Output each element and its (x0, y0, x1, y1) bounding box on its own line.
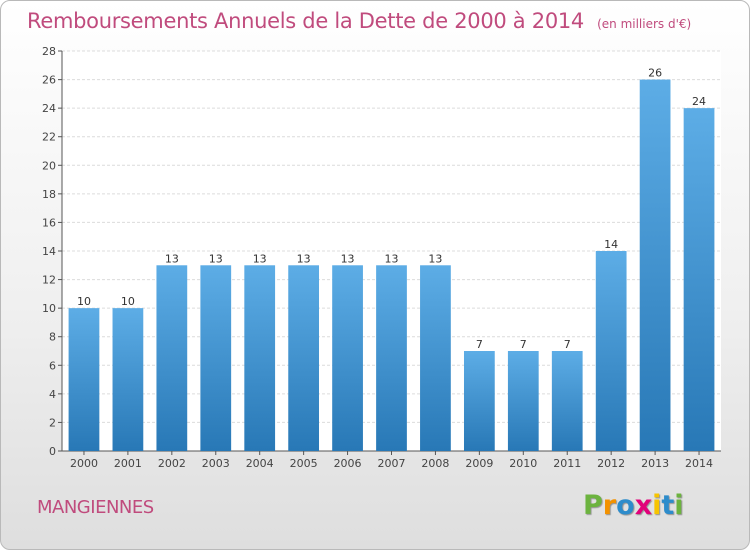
bar (463, 351, 495, 451)
bar (376, 265, 407, 451)
bar-value-label: 7 (476, 338, 483, 351)
x-tick-label: 2009 (465, 457, 493, 470)
x-tick-label: 2013 (641, 457, 669, 470)
x-tick-label: 2004 (246, 457, 274, 470)
bar (68, 308, 100, 451)
x-tick-label: 2002 (158, 457, 186, 470)
bar-value-label: 13 (385, 252, 399, 265)
logo-letter: P (583, 490, 603, 521)
bar-value-label: 13 (253, 252, 267, 265)
y-tick-label: 24 (42, 102, 56, 115)
chart-unit-note: (en milliers d'€) (597, 17, 692, 31)
bar-value-label: 10 (77, 295, 91, 308)
bar (200, 265, 232, 451)
y-tick-label: 22 (42, 131, 56, 144)
y-tick-label: 14 (42, 245, 56, 258)
logo-letter: o (616, 490, 635, 521)
y-tick-label: 26 (42, 74, 56, 87)
x-tick-label: 2005 (290, 457, 318, 470)
y-tick-label: 2 (49, 416, 56, 429)
bar-value-label: 13 (341, 252, 355, 265)
logo-letter: t (661, 490, 675, 521)
x-tick-label: 2001 (114, 457, 142, 470)
x-tick-label: 2006 (334, 457, 362, 470)
bar (551, 351, 583, 451)
chart-title-block: Remboursements Annuels de la Dette de 20… (27, 9, 691, 33)
bar-value-label: 13 (165, 252, 179, 265)
bar-value-label: 13 (297, 252, 311, 265)
x-tick-label: 2008 (421, 457, 449, 470)
proxiti-logo: Proxiti (583, 490, 684, 521)
y-tick-label: 8 (49, 331, 56, 344)
y-tick-label: 16 (42, 216, 56, 229)
bar-value-label: 13 (209, 252, 223, 265)
bar-value-label: 26 (648, 67, 662, 80)
x-tick-label: 2014 (685, 457, 713, 470)
bar (683, 108, 715, 452)
bar-value-label: 10 (121, 295, 135, 308)
city-name: MANGIENNES (37, 497, 154, 518)
bar (507, 351, 539, 451)
x-tick-label: 2010 (509, 457, 537, 470)
logo-letter: r (602, 490, 617, 521)
x-tick-label: 2011 (553, 457, 581, 470)
bar-value-label: 24 (692, 95, 706, 108)
y-tick-label: 20 (42, 159, 56, 172)
y-tick-label: 18 (42, 188, 56, 201)
bar (156, 265, 188, 451)
x-tick-label: 2000 (70, 457, 98, 470)
y-tick-label: 0 (49, 445, 56, 458)
bar (595, 251, 627, 451)
logo-letter: i (674, 490, 684, 521)
bar (288, 265, 320, 451)
bar (639, 79, 671, 452)
chart-title: Remboursements Annuels de la Dette de 20… (27, 9, 584, 33)
bar-value-label: 14 (604, 238, 618, 251)
logo-letter: x (634, 490, 653, 521)
bar (420, 265, 451, 451)
y-tick-label: 12 (42, 274, 56, 287)
y-tick-label: 4 (49, 388, 56, 401)
bar (112, 308, 144, 451)
x-tick-label: 2003 (202, 457, 230, 470)
bar (244, 265, 276, 451)
x-tick-label: 2007 (378, 457, 406, 470)
bar (332, 265, 363, 451)
bar-value-label: 7 (564, 338, 571, 351)
bar-value-label: 7 (520, 338, 527, 351)
y-tick-label: 10 (42, 302, 56, 315)
y-tick-label: 28 (42, 45, 56, 58)
bar-value-label: 13 (428, 252, 442, 265)
x-tick-label: 2012 (597, 457, 625, 470)
logo-letter: i (652, 490, 662, 521)
y-tick-label: 6 (49, 359, 56, 372)
